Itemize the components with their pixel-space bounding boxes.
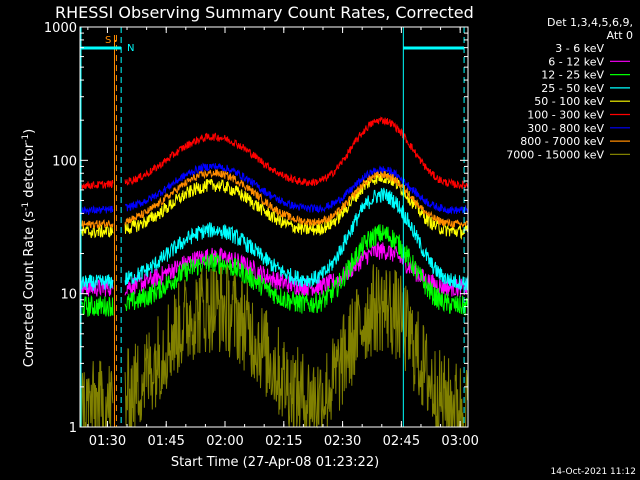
x-tick-label-4: 02:30 <box>324 434 361 449</box>
footer-timestamp: 14-Oct-2021 11:12 <box>551 467 636 477</box>
y-axis-ticks: 1 10 100 1000 <box>44 21 468 436</box>
night-marker-label: N <box>127 43 134 54</box>
y-axis-label-mid: detector <box>22 142 37 202</box>
legend-header-line2: Att 0 <box>607 29 633 42</box>
series-line-5 <box>79 116 469 190</box>
legend-entry-label-0: 3 - 6 keV <box>555 42 604 55</box>
legend-entry-label-6: 300 - 800 keV <box>527 122 604 135</box>
y-tick-label-1: 10 <box>60 288 77 303</box>
series-line-7 <box>79 169 469 230</box>
plot-frame <box>79 26 469 428</box>
legend-entry-label-3: 25 - 50 keV <box>541 82 604 95</box>
x-tick-label-0: 01:30 <box>89 434 126 449</box>
legend-header-line1: Det 1,3,4,5,6,9, <box>547 16 633 29</box>
y-tick-label-2: 100 <box>52 154 77 169</box>
y-axis-label-sup1: -1 <box>21 202 31 211</box>
legend-entry-label-8: 7000 - 15000 keV <box>506 148 604 161</box>
plot-area: SN <box>79 27 469 429</box>
x-tick-label-2: 02:00 <box>206 434 243 449</box>
y-axis-label: Corrected Count Rate (s-1 detector-1) <box>21 129 37 367</box>
y-axis-label-main: Corrected Count Rate (s <box>22 211 37 368</box>
legend-entry-label-1: 6 - 12 keV <box>548 55 604 68</box>
saa-marker-label: S <box>105 35 111 46</box>
x-tick-label-1: 01:45 <box>147 434 184 449</box>
series-line-0 <box>79 239 469 375</box>
x-axis-ticks: 01:30 01:45 02:00 02:15 02:30 02:45 03:00 <box>87 27 479 449</box>
chart-title: RHESSI Observing Summary Count Rates, Co… <box>55 3 474 22</box>
legend-entry-label-4: 50 - 100 keV <box>534 95 604 108</box>
series-line-8 <box>79 264 469 429</box>
legend-entry-label-5: 100 - 300 keV <box>527 109 604 122</box>
x-tick-label-6: 03:00 <box>441 434 478 449</box>
legend-entry-label-2: 12 - 25 keV <box>541 69 604 82</box>
x-tick-label-5: 02:45 <box>383 434 420 449</box>
series-line-6 <box>79 162 469 217</box>
x-axis-label: Start Time (27-Apr-08 01:23:22) <box>171 455 379 470</box>
series-line-2 <box>79 224 469 317</box>
x-tick-label-3: 02:15 <box>265 434 302 449</box>
series-line-3 <box>79 187 469 291</box>
y-tick-label-0: 1 <box>69 421 77 436</box>
y-axis-label-sup2: -1 <box>21 134 31 143</box>
y-axis-label-end: ) <box>22 129 37 134</box>
legend-entry-label-7: 800 - 7000 keV <box>520 135 604 148</box>
y-tick-label-3: 1000 <box>44 21 77 36</box>
